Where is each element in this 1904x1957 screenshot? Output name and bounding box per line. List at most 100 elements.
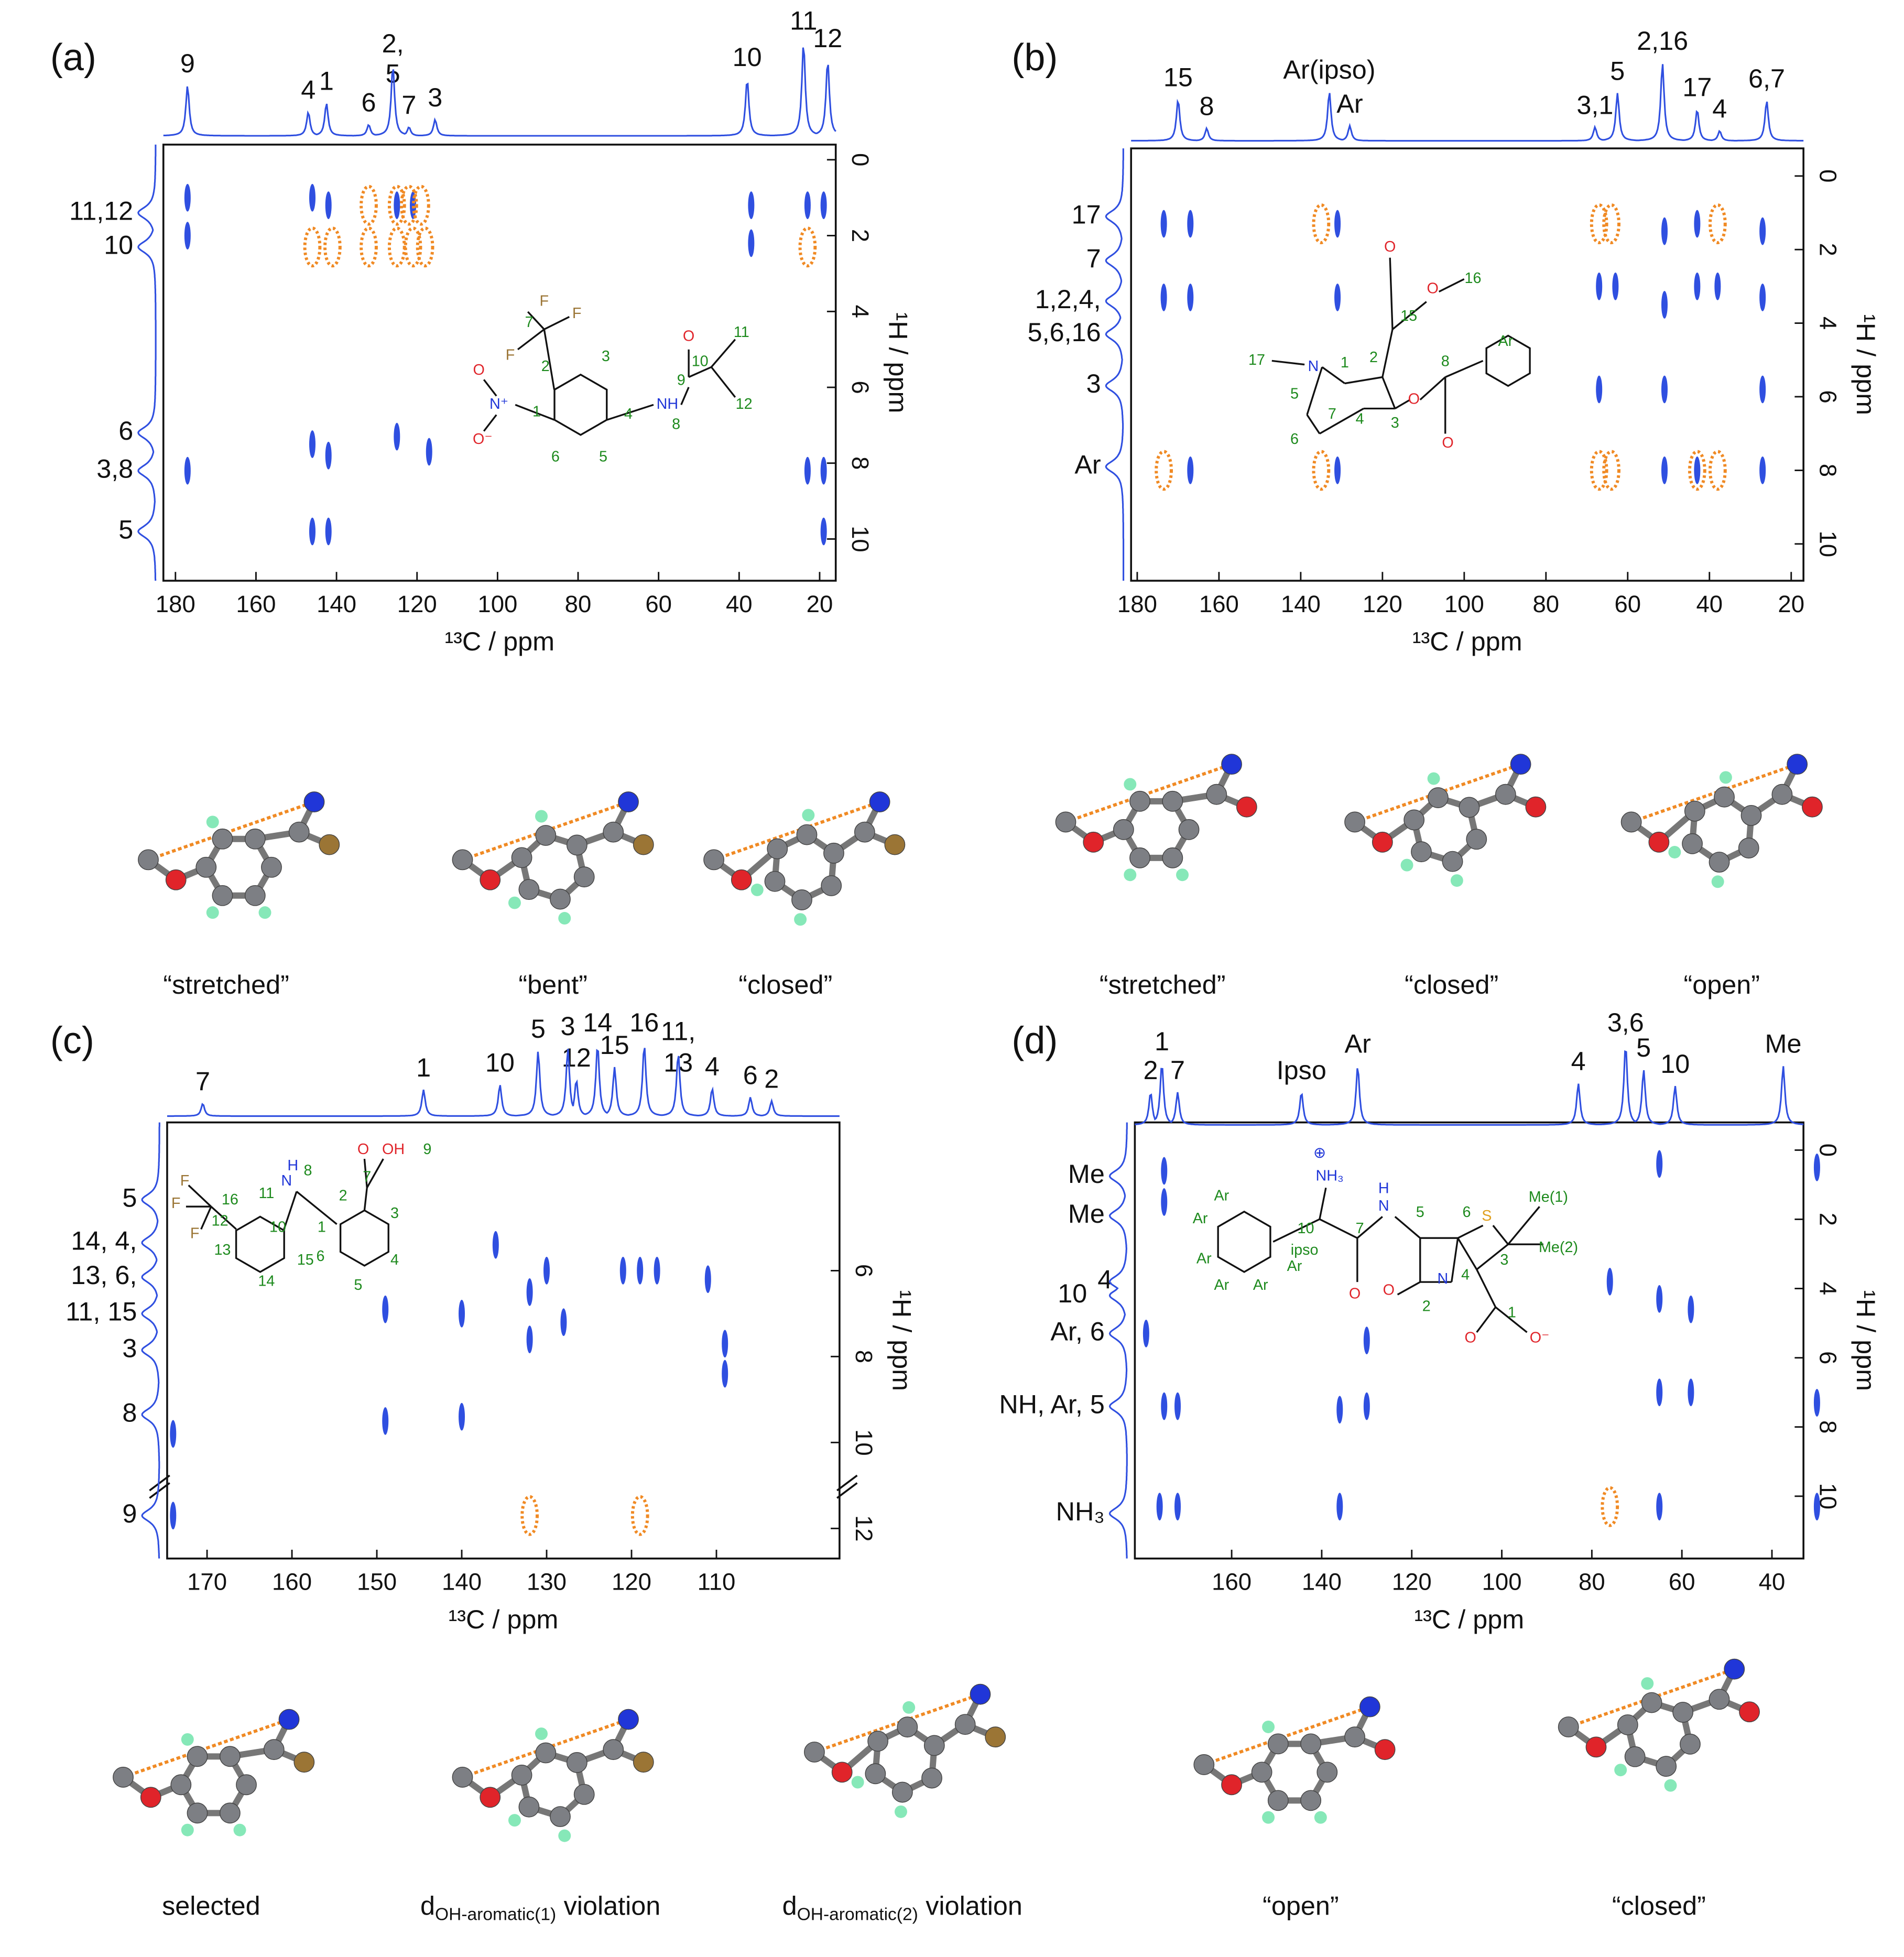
cross-peak — [1813, 1493, 1820, 1521]
caption: dOH-aromatic(1) violation — [420, 1891, 660, 1925]
structure-bond — [1457, 1237, 1478, 1270]
structure-label: 9 — [677, 372, 686, 388]
peak-label: 1 — [319, 66, 334, 96]
structure-label: Ar — [1287, 1258, 1302, 1275]
peak-label: 4 — [1571, 1046, 1586, 1076]
model-atom-h — [206, 816, 219, 829]
side-label: 5,6,16 — [1028, 317, 1101, 347]
model-atom — [970, 1683, 991, 1705]
structure-label: 12 — [736, 396, 753, 412]
cross-peak — [654, 1257, 660, 1285]
structure-label: 7 — [363, 1169, 371, 1186]
peak-label: 16 — [629, 1007, 659, 1037]
model-atom-h — [1668, 845, 1681, 858]
peak-label: 7 — [195, 1067, 210, 1096]
model-atom — [1129, 847, 1150, 868]
x-tick-label: 160 — [1212, 1569, 1252, 1595]
peak-label: 4 — [705, 1051, 720, 1081]
peak-label: Ar — [1344, 1029, 1370, 1059]
model-atom — [1682, 833, 1703, 854]
model-atom — [1206, 784, 1227, 805]
y-tick-label: 10 — [847, 526, 874, 552]
side-label: 9 — [122, 1498, 137, 1528]
cross-peak — [1160, 284, 1167, 311]
peak-label: 15 — [1163, 62, 1193, 92]
caption: “closed” — [738, 970, 832, 999]
plot-frame — [166, 1121, 841, 1560]
model-atom — [573, 1784, 595, 1805]
cross-peak — [1714, 273, 1721, 300]
model-atom-h — [1262, 1811, 1275, 1824]
model-atom — [452, 849, 473, 871]
model-distance — [1203, 1705, 1370, 1766]
model-atom — [244, 828, 266, 850]
model-atom — [804, 1742, 825, 1763]
structure-label: 2 — [339, 1188, 347, 1204]
structure-label: F — [540, 292, 549, 309]
peak-label: 4 — [301, 74, 315, 104]
model-atom — [1442, 851, 1463, 872]
structure-label: O — [1383, 1282, 1395, 1299]
cross-peak — [1694, 456, 1701, 484]
model-atom — [821, 875, 842, 896]
model-atom-h — [508, 1814, 521, 1827]
structure-label: 7 — [525, 314, 534, 331]
projection-1d-vertical — [1105, 148, 1125, 581]
x-tick-label: 140 — [1281, 591, 1321, 617]
structure-label: 12 — [212, 1213, 229, 1230]
model-atom — [1403, 809, 1425, 831]
cross-peak — [170, 1420, 177, 1448]
model-atom — [212, 828, 233, 850]
y-tick-label: 6 — [1814, 390, 1841, 403]
projection-1d-vertical — [1108, 1122, 1128, 1559]
cross-peak-highlight — [1590, 450, 1608, 491]
model-atom — [261, 856, 282, 878]
peak-label: 6 — [362, 87, 376, 117]
model-atom — [1558, 1716, 1579, 1737]
side-label: 13, 6, — [71, 1260, 137, 1290]
panel-label: (a) — [50, 37, 96, 79]
peak-label: 2 — [764, 1064, 779, 1094]
model-atom — [1724, 1658, 1745, 1680]
side-label: 10 — [104, 230, 133, 260]
model-atom — [518, 1796, 540, 1818]
cross-peak — [1694, 273, 1701, 300]
model-distance — [147, 800, 315, 862]
projection-1d-vertical — [137, 144, 157, 581]
model-atom — [865, 1763, 886, 1785]
caption: “bent” — [518, 970, 587, 999]
side-label: NH, Ar, 5 — [999, 1389, 1104, 1419]
model-atom-h — [794, 913, 807, 926]
structure-label: Ar — [1214, 1277, 1229, 1293]
model-atom — [1129, 790, 1150, 812]
structure-bond — [1476, 1243, 1509, 1270]
model-atom — [1374, 1739, 1396, 1760]
structure-bond — [680, 387, 690, 405]
structure-label: ⊕ — [1313, 1145, 1326, 1161]
model-atom — [288, 821, 310, 843]
structure-label: 11 — [258, 1185, 274, 1202]
y-tick-label: 0 — [1814, 169, 1841, 182]
cross-peak — [459, 1300, 465, 1328]
model-atom — [767, 838, 788, 860]
peak-label: 10 — [733, 42, 762, 72]
cross-peak — [804, 456, 811, 485]
model-atom-h — [508, 896, 521, 909]
model-atom — [1771, 784, 1793, 805]
structure-label: 8 — [672, 416, 680, 432]
model-atom-h — [535, 810, 548, 823]
structure-bond — [366, 1158, 384, 1189]
model-atom — [1300, 1733, 1322, 1755]
cross-peak — [1187, 456, 1194, 484]
x-axis-label: ¹³C / ppm — [1412, 626, 1522, 656]
model-atom — [278, 1709, 300, 1730]
model-atom — [535, 1742, 557, 1764]
structure-label: 4 — [1461, 1267, 1470, 1284]
structure-bond — [543, 316, 570, 330]
peak-label: 1 — [1155, 1026, 1169, 1056]
structure-bond — [710, 366, 736, 398]
cross-peak-highlight — [1312, 450, 1331, 491]
x-tick-label: 120 — [612, 1569, 651, 1595]
model-atom-h — [558, 912, 571, 925]
side-label: Me — [1068, 1159, 1105, 1189]
